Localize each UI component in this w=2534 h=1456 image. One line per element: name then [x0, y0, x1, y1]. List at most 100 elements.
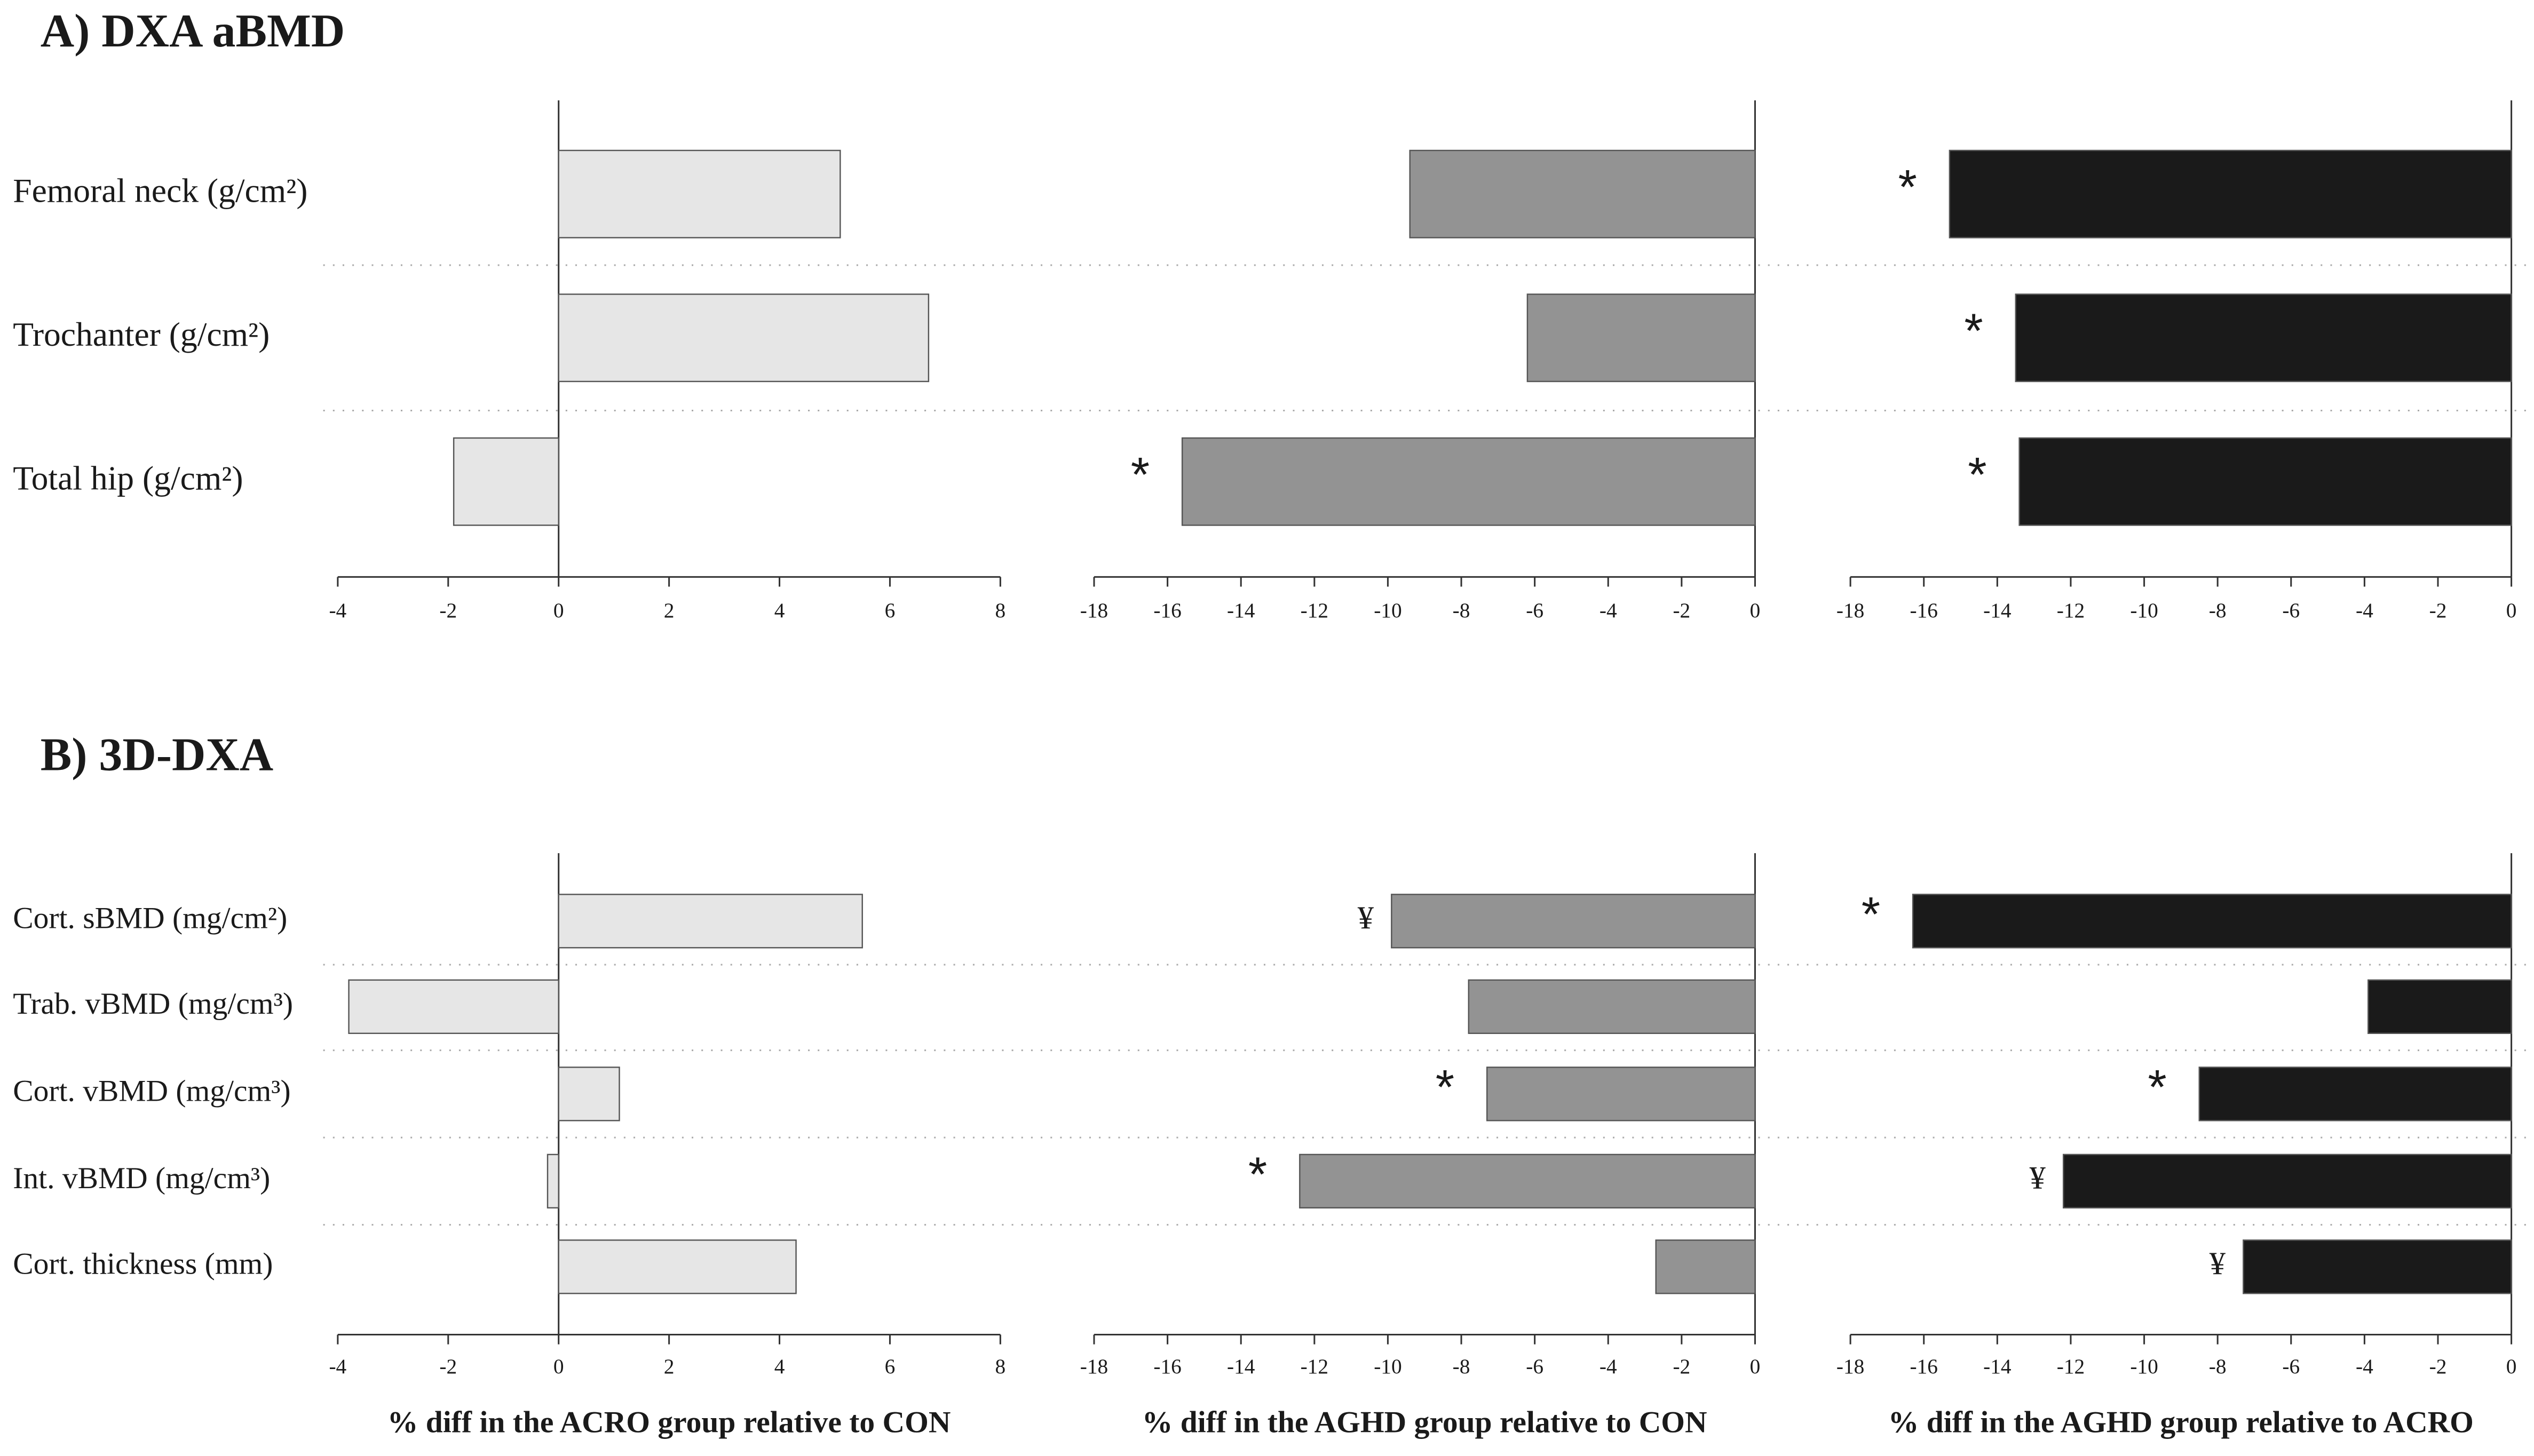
x-tick-label: -2	[439, 599, 457, 622]
x-tick-label: -14	[1983, 599, 2012, 622]
x-tick-label: -18	[1836, 1355, 1864, 1378]
bar	[547, 1153, 559, 1209]
x-tick-label: -4	[329, 1355, 346, 1378]
x-tick-label: -6	[2282, 1355, 2300, 1378]
x-tick-label: -4	[1599, 1355, 1617, 1378]
significance-marker: ¥	[2030, 1160, 2046, 1196]
x-tick-label: -2	[1673, 1355, 1690, 1378]
x-tick-label: -6	[2282, 599, 2300, 622]
bar	[558, 1239, 797, 1294]
significance-marker: ¥	[2210, 1246, 2226, 1282]
x-tick-label: -12	[2057, 1355, 2085, 1378]
category-label: Total hip (g/cm²)	[13, 459, 243, 497]
significance-marker: *	[1131, 448, 1150, 502]
x-axis-label: % diff in the ACRO group relative to CON	[387, 1405, 951, 1439]
x-tick-label: 0	[553, 1355, 564, 1378]
x-tick-label: 6	[885, 1355, 896, 1378]
significance-marker: ¥	[1358, 900, 1374, 936]
significance-marker: *	[1968, 448, 1986, 502]
x-tick-label: 0	[553, 599, 564, 622]
x-tick-label: 0	[1750, 599, 1761, 622]
x-tick-label: -12	[1301, 599, 1328, 622]
bar	[2367, 979, 2512, 1035]
bar	[2198, 1067, 2512, 1121]
significance-marker: *	[1436, 1060, 1454, 1114]
x-axis-label: % diff in the AGHD group relative to ACR…	[1888, 1405, 2474, 1439]
x-tick-label: -18	[1080, 599, 1108, 622]
bar	[1468, 979, 1756, 1035]
x-tick-label: -2	[2429, 599, 2447, 622]
x-tick-label: -4	[2356, 1355, 2373, 1378]
x-tick-label: -14	[1983, 1355, 2012, 1378]
bar	[348, 979, 559, 1035]
bar	[2062, 1153, 2512, 1209]
category-label: Femoral neck (g/cm²)	[13, 171, 307, 209]
bar	[558, 894, 863, 949]
significance-marker: *	[2148, 1060, 2166, 1114]
bar	[1299, 1153, 1756, 1209]
x-tick-label: -8	[1453, 1355, 1470, 1378]
x-tick-label: -8	[1453, 599, 1470, 622]
x-tick-label: -12	[2057, 599, 2085, 622]
bar	[2015, 293, 2512, 383]
x-tick-label: -10	[1374, 599, 1401, 622]
x-tick-label: -10	[2130, 599, 2158, 622]
category-label: Trab. vBMD (mg/cm³)	[13, 987, 293, 1021]
x-tick-label: -18	[1836, 599, 1864, 622]
bar	[558, 149, 841, 238]
x-tick-label: 8	[995, 1355, 1006, 1378]
category-label: Trochanter (g/cm²)	[13, 315, 270, 353]
x-tick-label: -14	[1227, 1355, 1255, 1378]
category-label: Int. vBMD (mg/cm³)	[13, 1161, 270, 1195]
x-tick-label: 0	[1750, 1355, 1761, 1378]
significance-marker: *	[1248, 1148, 1267, 1202]
section-title: A) DXA aBMD	[41, 5, 345, 57]
x-tick-label: -10	[2130, 1355, 2158, 1378]
x-tick-label: -6	[1526, 1355, 1543, 1378]
x-tick-label: -6	[1526, 599, 1543, 622]
x-tick-label: -4	[2356, 599, 2373, 622]
x-tick-label: -16	[1910, 1355, 1938, 1378]
x-tick-label: -4	[1599, 599, 1617, 622]
x-tick-label: 6	[885, 599, 896, 622]
category-label: Cort. sBMD (mg/cm²)	[13, 902, 287, 935]
x-tick-label: -2	[1673, 599, 1690, 622]
x-tick-label: 2	[664, 599, 675, 622]
x-tick-label: -12	[1301, 1355, 1328, 1378]
x-tick-label: -14	[1227, 599, 1255, 622]
bar	[2243, 1239, 2512, 1294]
category-label: Cort. thickness (mm)	[13, 1247, 273, 1281]
x-tick-label: 0	[2506, 1355, 2517, 1378]
bar	[558, 293, 930, 383]
x-tick-label: 8	[995, 599, 1006, 622]
x-tick-label: -4	[329, 599, 346, 622]
bar	[1912, 894, 2512, 949]
bar	[453, 437, 559, 526]
bar	[1391, 894, 1756, 949]
x-tick-label: -8	[2209, 599, 2227, 622]
bar	[1655, 1239, 1756, 1294]
bar	[1409, 149, 1756, 238]
significance-marker: *	[1862, 887, 1880, 941]
x-axis-label: % diff in the AGHD group relative to CON	[1142, 1405, 1707, 1439]
x-tick-label: -16	[1910, 599, 1938, 622]
x-tick-label: 4	[774, 599, 785, 622]
category-label: Cort. vBMD (mg/cm³)	[13, 1075, 290, 1108]
x-tick-label: -10	[1374, 1355, 1401, 1378]
section-title: B) 3D-DXA	[41, 729, 274, 781]
bar	[558, 1067, 620, 1121]
significance-marker: *	[1964, 304, 1983, 358]
x-tick-label: -8	[2209, 1355, 2227, 1378]
x-tick-label: -16	[1153, 1355, 1181, 1378]
significance-marker: *	[1898, 161, 1917, 214]
bar	[1181, 437, 1756, 526]
bar	[1526, 293, 1756, 383]
x-tick-label: -16	[1153, 599, 1181, 622]
x-tick-label: 2	[664, 1355, 675, 1378]
x-tick-label: 0	[2506, 599, 2517, 622]
bar	[1486, 1067, 1756, 1121]
bar	[1949, 149, 2512, 238]
bar	[2018, 437, 2512, 526]
